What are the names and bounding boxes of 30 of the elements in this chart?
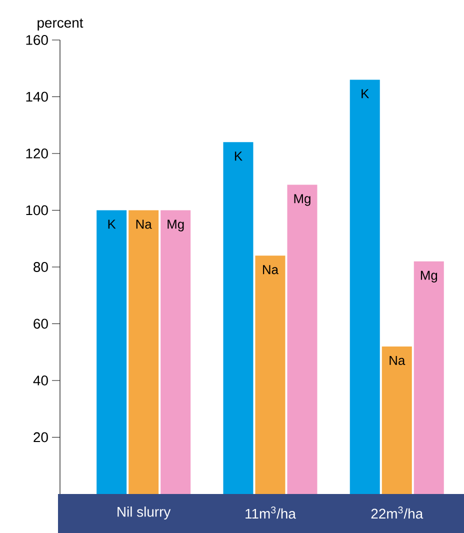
y-tick-label: 40 xyxy=(33,376,48,386)
bar xyxy=(128,210,159,494)
x-tick-label: 22m$^{3}$/ha xyxy=(371,506,424,519)
bar xyxy=(350,80,380,494)
bar xyxy=(223,142,254,494)
text: Mg xyxy=(420,270,438,282)
text: K xyxy=(362,89,370,98)
y-tick-label: 160 xyxy=(26,35,48,45)
series-label: K xyxy=(234,152,242,161)
text: K xyxy=(108,220,116,229)
series-label: Na xyxy=(136,220,152,229)
bar xyxy=(160,210,191,494)
text: Mg xyxy=(168,220,184,232)
x-tick-label: 11m$^{3}$/ha xyxy=(246,506,296,519)
text: Na xyxy=(390,356,406,366)
bar xyxy=(382,346,412,494)
series-label: Mg xyxy=(294,194,310,206)
y-tick-label: 120 xyxy=(26,148,48,158)
y-tick-label: 140 xyxy=(26,92,48,102)
bar xyxy=(255,256,286,494)
y-tick-label: 20 xyxy=(34,432,48,442)
bar xyxy=(96,210,127,494)
y-axis-title: percent xyxy=(38,18,84,30)
text: Na xyxy=(263,265,279,274)
bar xyxy=(287,184,318,494)
y-tick-label: 100 xyxy=(26,205,48,216)
y-tick-label: 60 xyxy=(34,318,48,329)
y-tick-label: 80 xyxy=(34,262,48,272)
x-tick-label: Nil slurry xyxy=(118,506,171,520)
bar xyxy=(414,261,444,494)
